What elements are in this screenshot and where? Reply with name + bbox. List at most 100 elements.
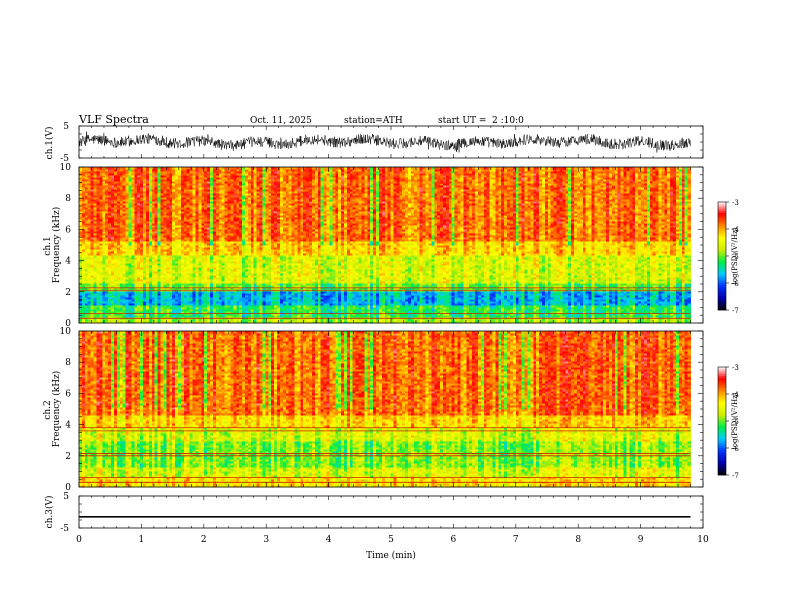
spectrogram-cell — [428, 305, 432, 308]
spectrogram-cell — [148, 307, 153, 310]
spectrogram-cell — [244, 297, 249, 300]
spectrogram-cell — [265, 303, 269, 306]
spectrogram-cell — [294, 315, 298, 318]
spectrogram-cell — [277, 285, 281, 288]
spectrogram-cell — [661, 303, 665, 306]
spectrogram-cell — [285, 285, 289, 288]
spectrogram-cell — [550, 301, 554, 304]
spectrogram-cell — [297, 285, 301, 288]
spectrogram-cell — [122, 319, 126, 322]
spectrogram-cell — [288, 281, 292, 284]
spectrogram-cell — [326, 313, 330, 316]
spectrogram-cell — [111, 297, 115, 300]
spectrogram-cell — [343, 305, 348, 308]
spectrogram-cell — [509, 309, 514, 312]
spectrogram-cell — [620, 315, 624, 318]
spectrogram-cell — [495, 321, 499, 324]
spectrogram-cell — [79, 321, 83, 324]
spectrogram-cell — [221, 321, 225, 324]
spectrogram-cell — [664, 321, 668, 324]
spectrogram-cell — [594, 311, 598, 314]
spectrogram-cell — [489, 283, 493, 286]
spectrogram-cell — [262, 297, 266, 300]
spectrogram-cell — [239, 313, 243, 316]
spectrogram-cell — [329, 321, 333, 324]
spectrogram-cell — [614, 295, 619, 298]
spectrogram-cell — [268, 293, 272, 296]
spectrogram-cell — [556, 303, 560, 306]
spectrogram-cell — [326, 299, 330, 302]
spectrogram-cell — [140, 307, 144, 310]
spectrogram-cell — [358, 277, 362, 280]
spectrogram-cell — [652, 301, 656, 304]
spectrogram-cell — [201, 321, 205, 324]
spectrogram-cell — [212, 319, 217, 322]
spectrogram-cell — [210, 299, 214, 302]
spectrogram-cell — [673, 293, 677, 296]
spectrogram-cell — [646, 313, 651, 316]
spectrogram-cell — [443, 319, 447, 322]
spectrogram-cell — [311, 313, 316, 316]
spectrogram-cell — [670, 313, 674, 316]
spectrogram-cell — [288, 279, 292, 282]
spectrogram-cell — [239, 305, 243, 308]
spectrogram-cell — [652, 279, 656, 282]
spectrogram-cell — [376, 305, 380, 308]
spectrogram-cell — [212, 291, 217, 294]
spectrogram-cell — [454, 305, 458, 308]
spectrogram-cell — [571, 281, 575, 284]
spectrogram-cell — [495, 297, 499, 300]
spectrogram-cell — [405, 303, 409, 306]
spectrogram-cell — [247, 313, 252, 316]
spectrogram-cell — [271, 281, 275, 284]
spectrogram-cell — [670, 307, 674, 310]
spectrogram-cell — [539, 277, 543, 280]
spectrogram-cell — [614, 293, 619, 296]
spectrogram-cell — [332, 303, 336, 306]
spectrogram-cell — [597, 303, 601, 306]
spectrogram-cell — [399, 279, 403, 282]
spectrogram-cell — [515, 279, 520, 282]
spectrogram-cell — [122, 297, 126, 300]
spectrogram-cell — [317, 301, 321, 304]
spectrogram-cell — [250, 277, 255, 280]
spectrogram-cell — [268, 297, 272, 300]
spectrogram-cell — [565, 307, 569, 310]
spectrogram-cell — [460, 299, 464, 302]
spectrogram-cell — [207, 283, 211, 286]
spectrogram-cell — [341, 315, 345, 318]
spectrogram-cell — [387, 277, 391, 280]
spectrogram-cell — [163, 283, 167, 286]
spectrogram-cell — [355, 315, 359, 318]
spectrogram-cell — [79, 281, 83, 284]
spectrogram-cell — [675, 281, 680, 284]
spectrogram-cell — [370, 309, 374, 312]
spectrogram-cell — [571, 277, 575, 280]
spectrogram-cell — [279, 295, 284, 298]
spectrogram-cell — [201, 305, 205, 308]
spectrogram-cell — [323, 293, 327, 296]
spectrogram-cell — [84, 309, 89, 312]
spectrogram-cell — [364, 303, 368, 306]
spectrogram-cell — [259, 321, 263, 324]
spectrogram-cell — [562, 305, 566, 308]
spectrogram-cell — [236, 301, 240, 304]
spectrogram-cell — [154, 295, 158, 298]
spectrogram-cell — [113, 281, 118, 284]
spectrogram-cell — [463, 285, 467, 288]
spectrogram-cell — [422, 295, 426, 298]
spectrogram-cell — [410, 321, 415, 324]
spectrogram-cell — [303, 299, 307, 302]
spectrogram-cell — [440, 309, 444, 312]
spectrogram-cell — [311, 285, 316, 288]
spectrogram-cell — [378, 303, 383, 306]
spectrogram-cell — [178, 297, 182, 300]
spectrogram-cell — [434, 305, 438, 308]
spectrogram-cell — [131, 275, 135, 278]
spectrogram-cell — [151, 279, 156, 282]
spectrogram-cell — [87, 283, 91, 286]
spectrogram-cell — [262, 285, 266, 288]
spectrogram-cell — [457, 281, 461, 284]
spectrogram-cell — [87, 277, 91, 280]
spectrogram-cell — [151, 315, 156, 318]
